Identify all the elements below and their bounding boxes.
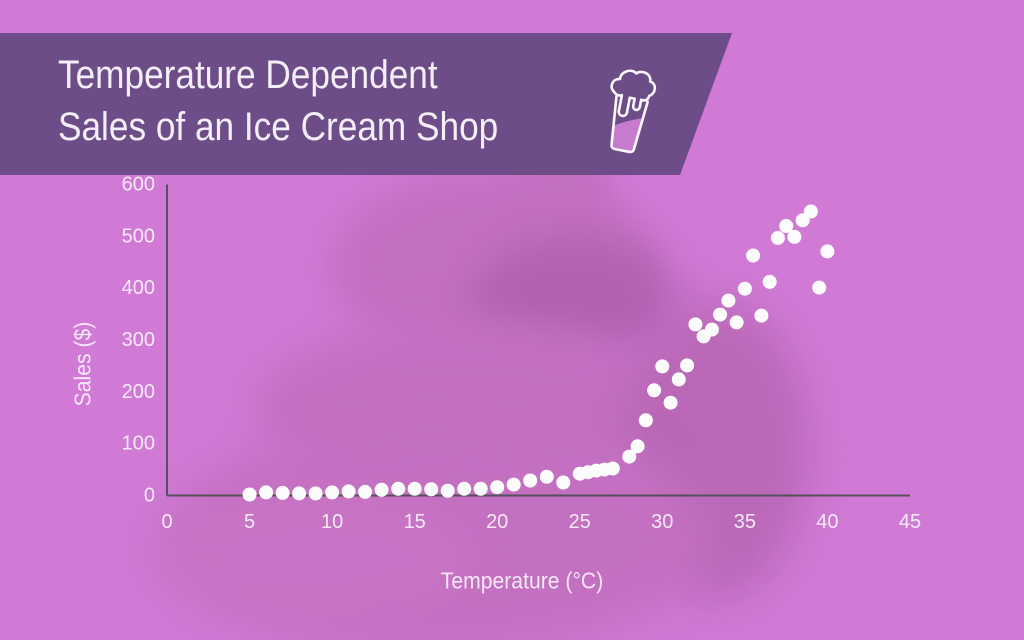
data-point xyxy=(457,481,472,496)
data-point xyxy=(341,484,356,499)
x-tick-label: 30 xyxy=(651,511,673,533)
data-point xyxy=(754,308,769,323)
data-point xyxy=(688,317,703,332)
data-point xyxy=(729,315,744,330)
data-point xyxy=(638,413,653,428)
page-title: Temperature Dependent Sales of an Ice Cr… xyxy=(58,49,498,153)
photo-blob xyxy=(150,492,470,622)
data-point xyxy=(746,248,761,263)
data-point xyxy=(292,486,307,501)
data-point xyxy=(721,293,736,308)
data-point xyxy=(787,229,802,244)
data-point xyxy=(663,395,678,410)
x-tick-label: 45 xyxy=(899,511,921,533)
data-point xyxy=(374,482,389,497)
data-point xyxy=(325,485,340,500)
y-tick-label: 100 xyxy=(122,433,155,455)
data-point xyxy=(803,204,818,219)
data-point xyxy=(779,219,794,233)
x-tick-label: 35 xyxy=(734,511,756,533)
data-point xyxy=(605,461,620,476)
data-point xyxy=(737,281,752,296)
data-point xyxy=(242,487,257,502)
data-point xyxy=(820,244,835,259)
y-tick-label: 500 xyxy=(122,225,155,247)
data-point xyxy=(308,486,323,501)
data-point xyxy=(671,372,686,387)
y-tick-label: 0 xyxy=(144,485,155,507)
data-point xyxy=(490,480,505,495)
data-point xyxy=(259,485,274,500)
x-tick-label: 15 xyxy=(404,511,426,533)
data-point xyxy=(630,439,645,454)
x-tick-label: 5 xyxy=(244,511,255,533)
y-axis-title: Sales ($) xyxy=(69,321,96,407)
data-point xyxy=(473,481,488,496)
data-point xyxy=(622,449,637,464)
data-point xyxy=(795,213,810,228)
data-point xyxy=(704,322,719,337)
page-title-line-1: Temperature Dependent xyxy=(58,53,438,97)
data-point xyxy=(647,383,662,398)
ice-cream-cream xyxy=(610,69,657,118)
ice-cream-icon xyxy=(596,64,662,164)
data-point xyxy=(539,469,554,484)
x-tick-label: 40 xyxy=(816,511,838,533)
x-tick-label: 10 xyxy=(321,511,343,533)
data-point xyxy=(770,230,785,245)
data-point xyxy=(762,274,777,289)
y-tick-label: 400 xyxy=(122,277,155,299)
y-tick-label: 300 xyxy=(122,329,155,351)
data-point xyxy=(713,307,728,322)
data-point xyxy=(358,484,373,499)
x-tick-label: 0 xyxy=(161,511,172,533)
data-point xyxy=(812,280,827,295)
data-point xyxy=(523,473,538,488)
page-title-line-2: Sales of an Ice Cream Shop xyxy=(58,105,499,149)
data-point xyxy=(506,477,521,492)
data-point xyxy=(655,359,670,374)
x-tick-label: 20 xyxy=(486,511,508,533)
y-tick-label: 600 xyxy=(122,174,155,196)
y-tick-label: 200 xyxy=(122,381,155,403)
data-point xyxy=(680,358,695,373)
data-point xyxy=(407,481,422,496)
title-banner: Temperature Dependent Sales of an Ice Cr… xyxy=(0,33,732,175)
data-point xyxy=(275,485,290,500)
data-point xyxy=(440,483,455,498)
x-tick-label: 25 xyxy=(569,511,591,533)
data-point xyxy=(556,475,571,490)
data-point xyxy=(391,481,406,496)
data-point xyxy=(424,482,439,497)
x-axis-title: Temperature (°C) xyxy=(440,567,604,594)
